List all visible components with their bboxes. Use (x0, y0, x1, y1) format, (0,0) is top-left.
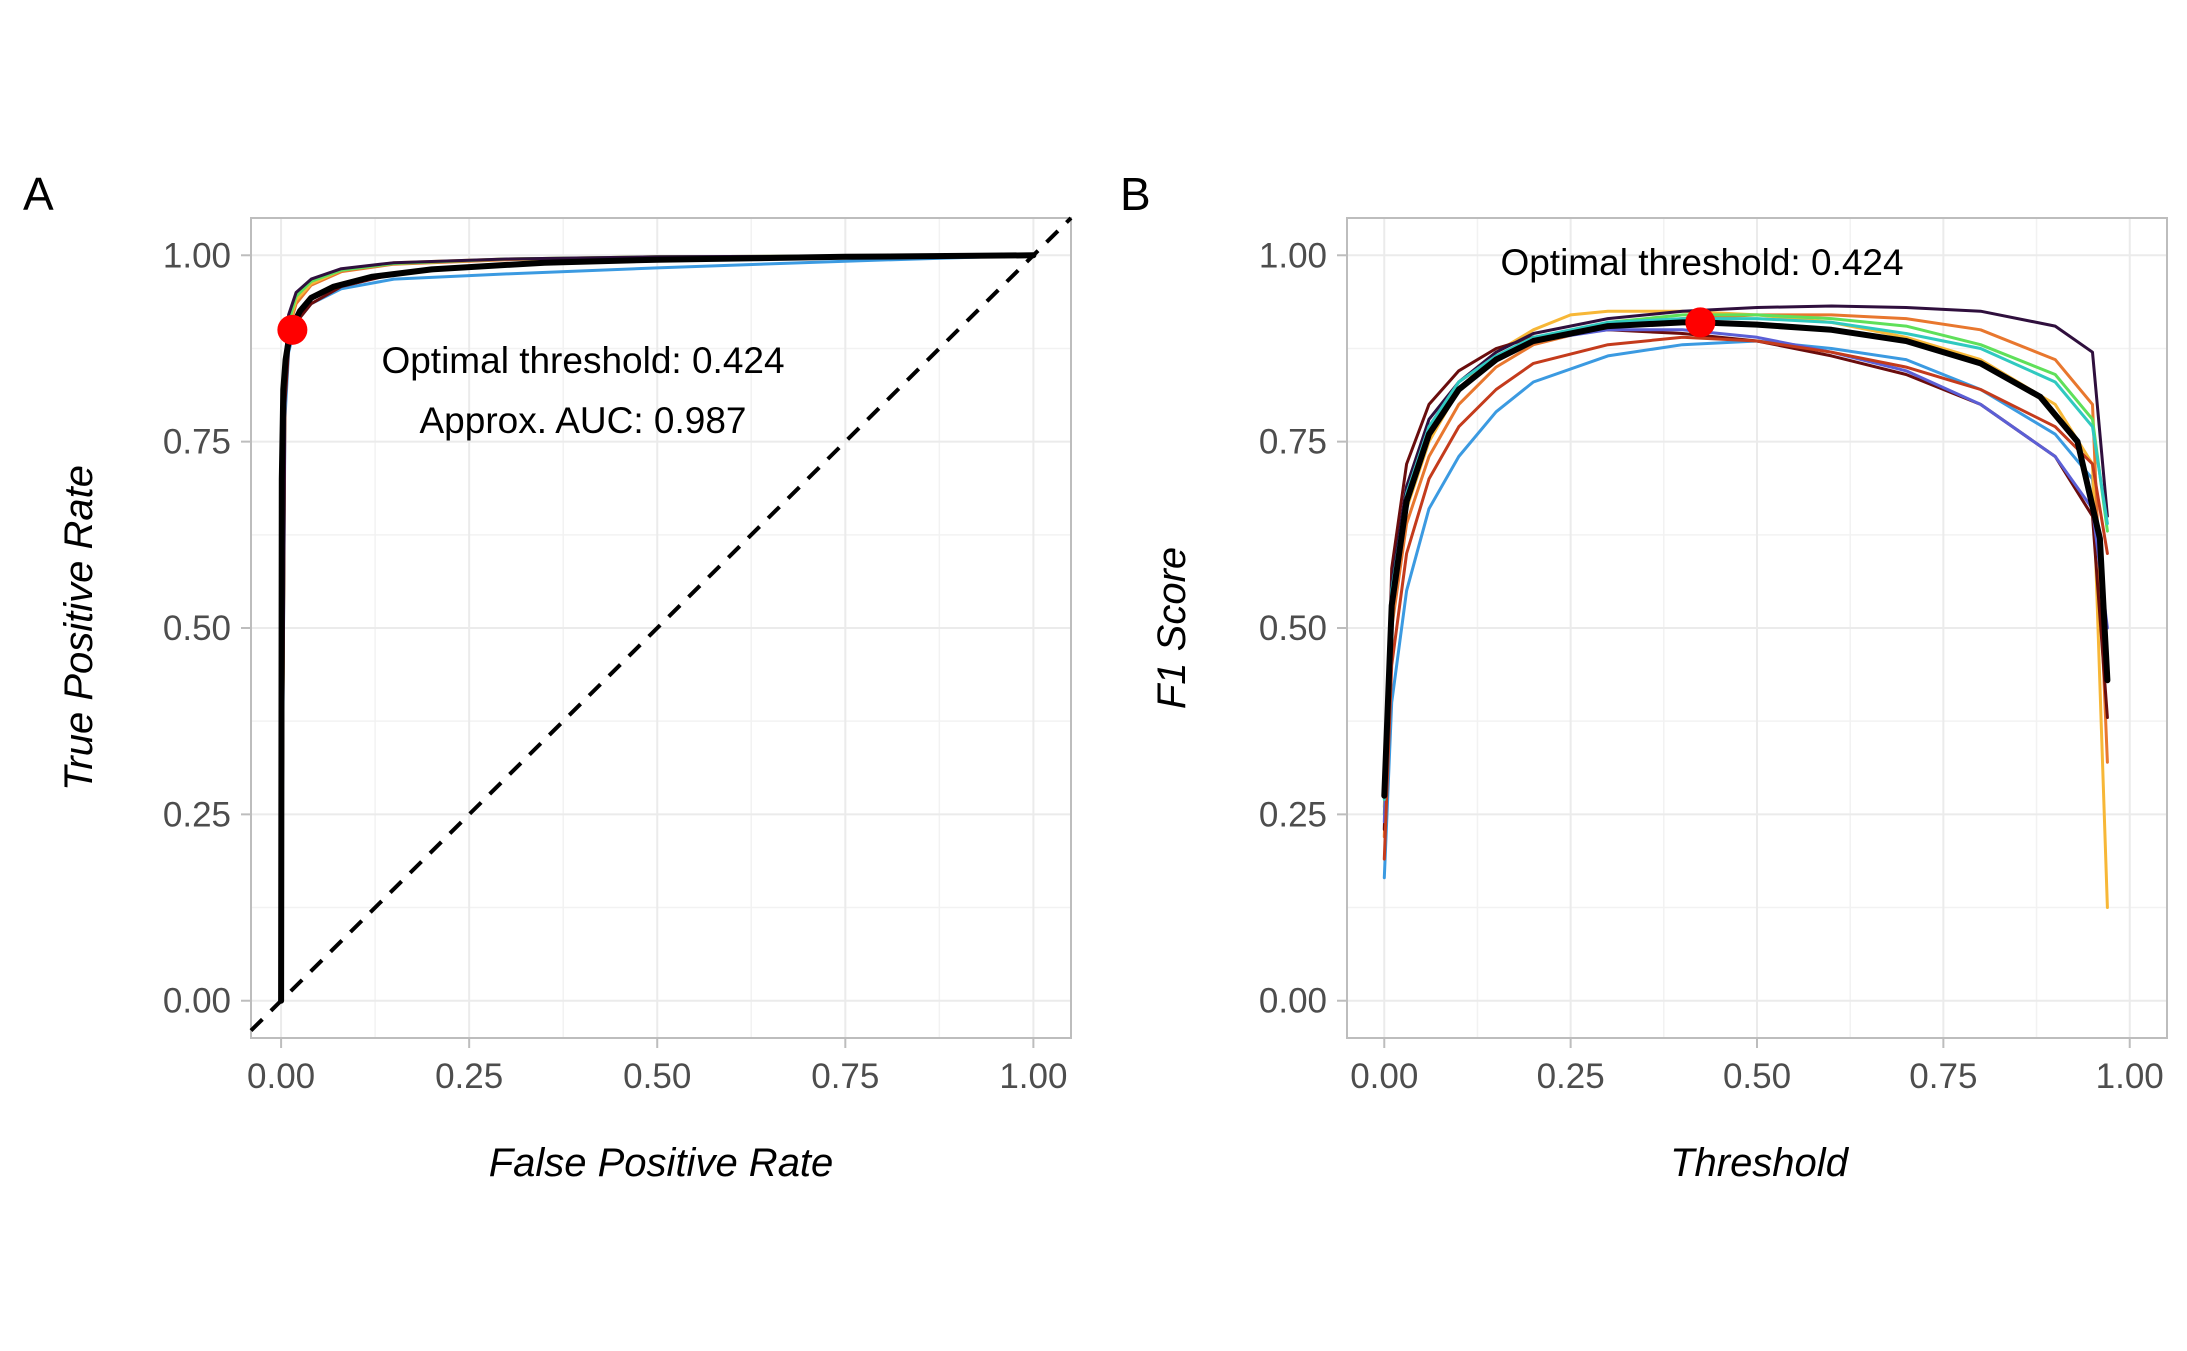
roc-mean-line (278, 252, 1037, 1004)
roc-x-tick-label: 0.50 (623, 1057, 691, 1096)
f1-y-tick-label: 0.25 (1259, 795, 1327, 834)
roc-y-tick-label: 0.50 (163, 609, 231, 648)
roc-y-tick-label: 0.00 (163, 982, 231, 1021)
roc-y-axis-title: True Positive Rate (57, 465, 101, 791)
f1-fold-line-8 (1382, 335, 2109, 861)
f1-y-tick-label: 0.50 (1259, 609, 1327, 648)
roc-x-axis-title: False Positive Rate (489, 1141, 834, 1185)
f1-x-tick-label: 0.25 (1537, 1057, 1605, 1096)
roc-x-tick-label: 1.00 (999, 1057, 1067, 1096)
f1-axis-ticks: 0.00 0.25 0.50 0.75 1.00 0.00 0.25 0.50 0.75 1.00 (1259, 236, 2164, 1096)
f1-fold-line-6 (1382, 304, 2109, 794)
f1-optimal-point (1685, 307, 1716, 338)
f1-x-tick-label: 0.50 (1723, 1057, 1791, 1096)
f1-threshold-annotation: Optimal threshold: 0.424 (1500, 242, 1903, 283)
f1-x-tick-label: 0.00 (1350, 1057, 1418, 1096)
f1-fold-line-1 (1382, 339, 2109, 880)
panel-letter-a: A (23, 168, 54, 220)
roc-optimal-point-group (277, 314, 308, 345)
f1-y-axis-title: F1 Score (1150, 547, 1194, 709)
roc-y-tick-label: 0.75 (163, 423, 231, 462)
f1-y-tick-label: 0.75 (1259, 423, 1327, 462)
roc-y-tick-label: 1.00 (163, 236, 231, 275)
roc-axis-ticks: 0.00 0.25 0.50 0.75 1.00 0.00 0.25 0.50 0.75 1.00 (163, 236, 1068, 1096)
roc-threshold-annotation: Optimal threshold: 0.424 (381, 340, 784, 381)
roc-reference-line (249, 216, 1073, 1032)
f1-y-tick-label: 1.00 (1259, 236, 1327, 275)
f1-x-tick-label: 1.00 (2096, 1057, 2164, 1096)
roc-x-tick-label: 0.00 (247, 1057, 315, 1096)
f1-optimal-point-group (1685, 307, 1716, 338)
roc-diagonal-reference (249, 216, 1073, 1032)
f1-x-tick-label: 0.75 (1909, 1057, 1977, 1096)
roc-y-tick-label: 0.25 (163, 795, 231, 834)
roc-panel: A 0.00 0.25 0.50 0.75 1.00 0.00 0.25 0.50 0.75 1.… (23, 168, 1073, 1185)
roc-x-tick-label: 0.75 (811, 1057, 879, 1096)
panel-letter-b: B (1120, 168, 1151, 220)
f1-x-axis-title: Threshold (1670, 1141, 1850, 1185)
roc-series-lines (278, 252, 1037, 1004)
roc-auc-annotation: Approx. AUC: 0.987 (419, 400, 746, 441)
f1-y-tick-label: 0.00 (1259, 982, 1327, 1021)
roc-optimal-point (277, 314, 308, 345)
f1-panel: B 0.00 0.25 0.50 0.75 1.00 0.00 0.25 0.50 0.75 1.… (1120, 168, 2168, 1185)
roc-x-tick-label: 0.25 (435, 1057, 503, 1096)
